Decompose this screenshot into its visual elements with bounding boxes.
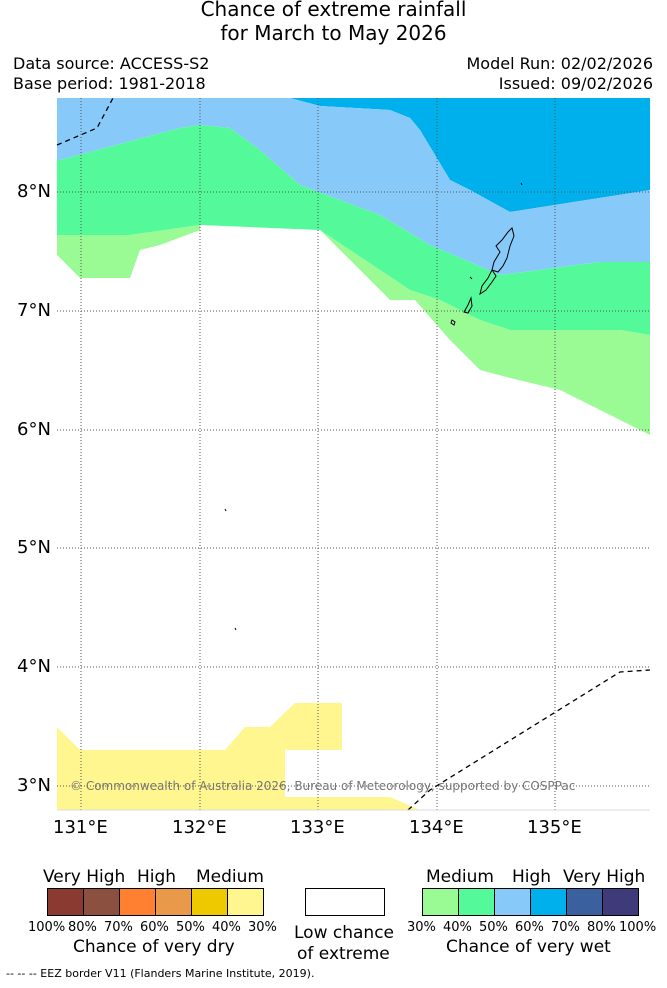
- wet-swatch-50-60: [494, 888, 531, 916]
- copyright-notice: © Commonwealth of Australia 2026, Bureau…: [70, 779, 576, 793]
- lon-label-134e: 134°E: [409, 817, 464, 838]
- eez-border: [56, 97, 651, 811]
- dry-pct-70: 70%: [104, 920, 133, 935]
- wet-medium-label: Medium: [426, 867, 494, 887]
- lat-label-5n: 5°N: [17, 537, 51, 558]
- wet-30-40-region: [57, 225, 200, 278]
- base-period: Base period: 1981-2018: [13, 74, 206, 93]
- wet-swatch-70-80: [566, 888, 603, 916]
- palau-islands: [224, 182, 523, 631]
- dry-pct-40: 40%: [212, 920, 241, 935]
- wet-swatch-40-50: [458, 888, 495, 916]
- lon-label-132e: 132°E: [172, 817, 227, 838]
- dry-swatch-50-60: [155, 888, 192, 916]
- wet-pct-50: 50%: [479, 920, 508, 935]
- wet-swatch-60-70: [530, 888, 567, 916]
- lat-label-6n: 6°N: [17, 419, 51, 440]
- eez-footnote: -- -- -- EEZ border V11 (Flanders Marine…: [6, 967, 315, 980]
- lon-label-131e: 131°E: [53, 817, 108, 838]
- dry-pct-30: 30%: [248, 920, 277, 935]
- dry-legend-label: Chance of very dry: [73, 937, 235, 957]
- wet-50-60-region: [57, 98, 650, 275]
- wet-legend-label: Chance of very wet: [446, 937, 611, 957]
- wet-60-70-region: [290, 98, 650, 212]
- wet-pct-40: 40%: [443, 920, 472, 935]
- wet-pct-80: 80%: [587, 920, 616, 935]
- dry-swatch-40-50: [191, 888, 228, 916]
- lat-label-4n: 4°N: [17, 656, 51, 677]
- dry-pct-80: 80%: [68, 920, 97, 935]
- issued-date: Issued: 09/02/2026: [498, 74, 653, 93]
- dry-pct-100: 100%: [28, 920, 66, 935]
- wet-high-label: High: [512, 867, 552, 887]
- model-run: Model Run: 02/02/2026: [466, 54, 654, 73]
- map-title-line2: for March to May 2026: [220, 21, 447, 45]
- wet-swatch-30-40: [422, 888, 459, 916]
- dry-swatch-30-40: [227, 888, 264, 916]
- lon-label-135e: 135°E: [527, 817, 582, 838]
- low-chance-region: [57, 230, 650, 810]
- dry-pct-60: 60%: [140, 920, 169, 935]
- map-title-line1: Chance of extreme rainfall: [200, 0, 467, 21]
- wet-pct-60: 60%: [515, 920, 544, 935]
- dry-pct-50: 50%: [176, 920, 205, 935]
- dry-very-high-label: Very High: [43, 867, 126, 887]
- low-chance-label-line1: Low chance: [294, 923, 394, 943]
- wet-40-50-region: [57, 125, 650, 335]
- wet-30-40-region-east: [320, 230, 650, 435]
- dry-swatch-70-80: [83, 888, 120, 916]
- wet-pct-100: 100%: [619, 920, 657, 935]
- rainfall-map: [56, 97, 651, 811]
- dry-30-40-region: [57, 703, 420, 810]
- dry-high-label: High: [137, 867, 177, 887]
- wet-very-high-label: Very High: [563, 867, 646, 887]
- lat-label-7n: 7°N: [17, 300, 51, 321]
- dry-swatch-60-70: [119, 888, 156, 916]
- low-chance-swatch: [305, 888, 385, 916]
- lon-label-133e: 133°E: [290, 817, 345, 838]
- wet-swatch-80-100: [602, 888, 639, 916]
- data-source: Data source: ACCESS-S2: [13, 54, 210, 73]
- wet-pct-70: 70%: [551, 920, 580, 935]
- low-chance-label-line2: of extreme: [297, 944, 390, 964]
- dry-swatch-80-100: [47, 888, 84, 916]
- lat-label-3n: 3°N: [17, 775, 51, 796]
- wet-pct-30: 30%: [407, 920, 436, 935]
- dry-medium-label: Medium: [196, 867, 264, 887]
- lat-label-8n: 8°N: [17, 181, 51, 202]
